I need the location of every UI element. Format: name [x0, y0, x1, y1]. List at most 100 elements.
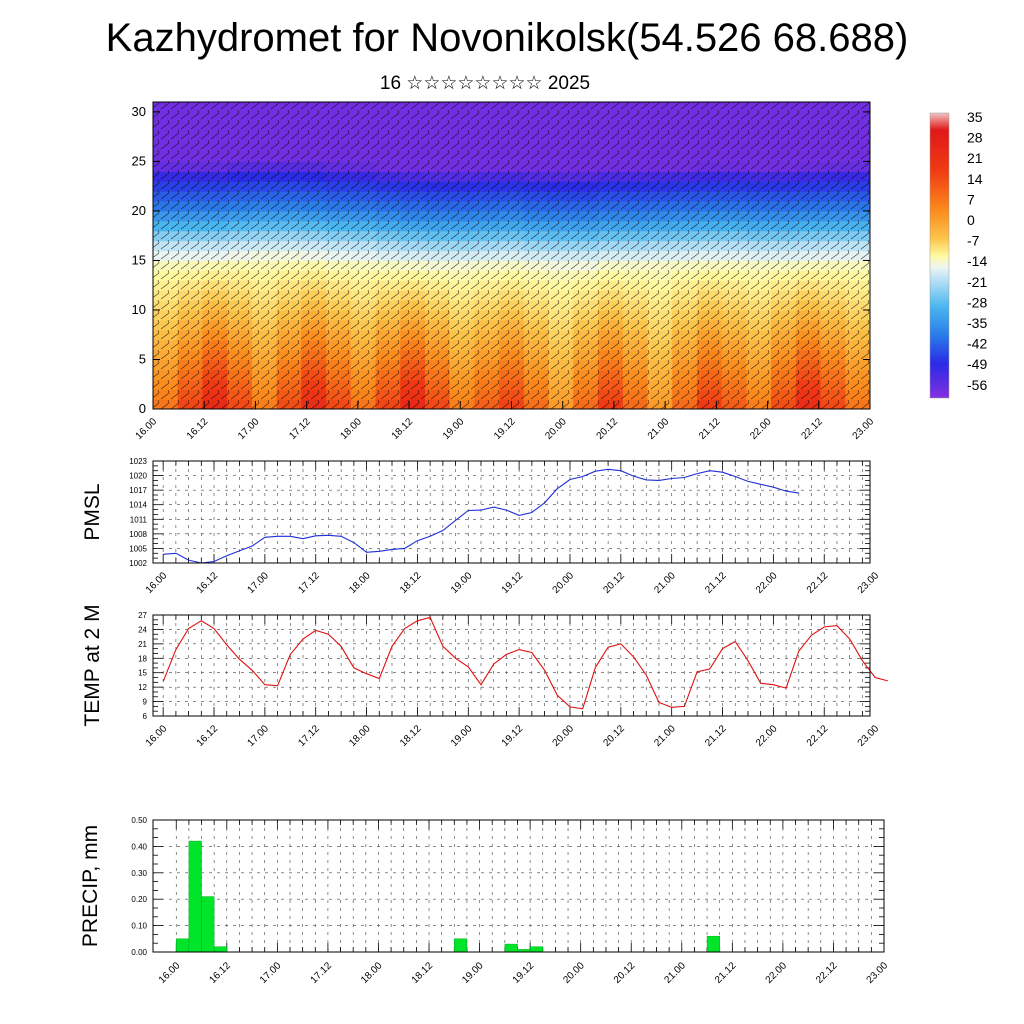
colorbar-label: -14	[967, 253, 987, 269]
colorbar-label: 7	[967, 191, 975, 207]
x-tick-label: 17.00	[236, 416, 262, 442]
y-tick-label: 0.20	[131, 895, 147, 904]
x-tick-label: 18.12	[398, 570, 424, 596]
x-tick-label: 17.00	[246, 570, 272, 596]
x-tick-label: 19.12	[492, 416, 518, 442]
x-tick-label: 18.00	[339, 416, 365, 442]
x-tick-label: 23.00	[856, 570, 882, 596]
x-tick-label: 18.00	[347, 570, 373, 596]
x-tick-label: 21.00	[652, 570, 678, 596]
colorbar-label: 35	[967, 109, 983, 125]
x-tick-label: 18.00	[359, 960, 385, 986]
y-tick-label: 0.30	[131, 869, 147, 878]
x-tick-label: 18.12	[390, 416, 416, 442]
y-tick-label: 5	[139, 351, 146, 366]
pmsl-panel: 1002 1005 1008 1011 1014 1017 1020 1023 16.00 16.…	[81, 457, 882, 596]
x-tick-label: 21.00	[662, 960, 688, 986]
y-tick-label: 24	[138, 625, 147, 634]
y-tick-label: 12	[138, 683, 147, 692]
y-tick-label: 25	[132, 153, 146, 168]
temperature-cross-section: 0 5 10 15 20 25 30 16.00 16.12 17.00 17.12 18.00 18…	[132, 101, 877, 442]
y-tick-label: 1002	[129, 559, 147, 568]
x-tick-label: 23.00	[856, 723, 882, 749]
x-tick-label: 19.00	[441, 416, 467, 442]
x-tick-label: 19.12	[500, 570, 526, 596]
precip-bar	[504, 943, 518, 953]
x-tick-label: 22.12	[814, 960, 840, 986]
x-tick-label: 23.00	[851, 416, 877, 442]
y-tick-label: 15	[138, 669, 147, 678]
panel-frame	[152, 460, 871, 564]
x-tick-label: 18.12	[398, 723, 424, 749]
y-tick-label: 1011	[130, 515, 148, 524]
colorbar-label: -28	[967, 294, 987, 310]
x-tick-label: 21.00	[652, 723, 678, 749]
panel-frame	[152, 819, 885, 953]
x-tick-label: 16.00	[144, 570, 170, 596]
y-tick-label: 10	[132, 302, 146, 317]
x-tick-label: 22.00	[764, 960, 790, 986]
x-tick-label: 22.12	[799, 416, 825, 442]
x-tick-label: 20.12	[601, 570, 627, 596]
y-tick-label: 1023	[129, 457, 147, 466]
y-tick-label: 1008	[129, 530, 147, 539]
temp-panel: 6 9 12 15 18 21 24 27 16.00 16.12 17.00 17.12 18.00 1…	[81, 604, 888, 749]
x-tick-label: 22.00	[754, 570, 780, 596]
precip-bar	[529, 946, 543, 953]
x-tick-label: 16.12	[195, 570, 221, 596]
x-tick-label: 20.12	[601, 723, 627, 749]
x-tick-label: 19.12	[500, 723, 526, 749]
x-tick-label: 18.12	[410, 960, 436, 986]
precip-bar	[188, 840, 202, 953]
x-tick-label: 21.12	[703, 570, 729, 596]
x-tick-label: 17.00	[246, 723, 272, 749]
y-tick-label: 6	[143, 712, 148, 721]
x-tick-label: 21.12	[713, 960, 739, 986]
precip-panel: 0.00 0.10 0.20 0.30 0.40 0.50 16.00 16.12 17.00 1…	[79, 816, 890, 986]
colorbar-label: 28	[967, 130, 983, 146]
x-tick-label: 20.00	[543, 416, 569, 442]
y-tick-label: 1014	[129, 501, 147, 510]
panel-frame	[152, 614, 871, 717]
x-tick-label: 17.12	[296, 570, 322, 596]
colorbar-gradient	[929, 112, 950, 399]
precip-bar	[201, 896, 215, 953]
x-tick-label: 21.00	[646, 416, 672, 442]
x-tick-label: 22.12	[805, 723, 831, 749]
x-tick-label: 19.00	[460, 960, 486, 986]
y-axis-label: PRECIP, mm	[79, 825, 102, 947]
x-tick-label: 22.00	[754, 723, 780, 749]
x-tick-label: 16.00	[157, 960, 183, 986]
y-tick-label: 1020	[129, 472, 147, 481]
colorbar: 35 28 21 14 7 0 -7 -14 -21 -28 -35 -42 -49 -56	[929, 109, 987, 399]
y-axis-label: PMSL	[81, 483, 104, 540]
x-tick-label: 21.12	[703, 723, 729, 749]
colorbar-label: 14	[967, 171, 983, 187]
x-tick-label: 20.12	[595, 416, 621, 442]
x-tick-label: 16.12	[195, 723, 221, 749]
y-tick-label: 15	[132, 252, 146, 267]
x-tick-label: 16.00	[144, 723, 170, 749]
y-tick-label: 9	[143, 698, 148, 707]
colorbar-label: -35	[967, 315, 987, 331]
x-tick-label: 20.00	[561, 960, 587, 986]
colorbar-label: -49	[967, 356, 987, 372]
colorbar-label: -21	[967, 274, 987, 290]
y-tick-label: 21	[138, 640, 147, 649]
x-tick-label: 22.12	[805, 570, 831, 596]
precip-bar	[213, 946, 228, 953]
x-tick-label: 19.12	[511, 960, 537, 986]
x-tick-label: 16.00	[134, 416, 160, 442]
colorbar-label: -7	[967, 233, 980, 249]
y-tick-label: 27	[138, 611, 147, 620]
y-tick-label: 20	[132, 203, 146, 218]
precip-bar	[706, 935, 720, 953]
colorbar-label: -42	[967, 336, 987, 352]
colorbar-label: -56	[967, 377, 987, 393]
chart-title: Kazhydromet for Novonikolsk(54.526 68.68…	[105, 16, 909, 60]
x-tick-label: 19.00	[449, 723, 475, 749]
x-tick-label: 17.12	[309, 960, 335, 986]
temp-series-line	[162, 616, 888, 710]
x-tick-label: 22.00	[748, 416, 774, 442]
y-tick-label: 0.00	[131, 948, 147, 957]
